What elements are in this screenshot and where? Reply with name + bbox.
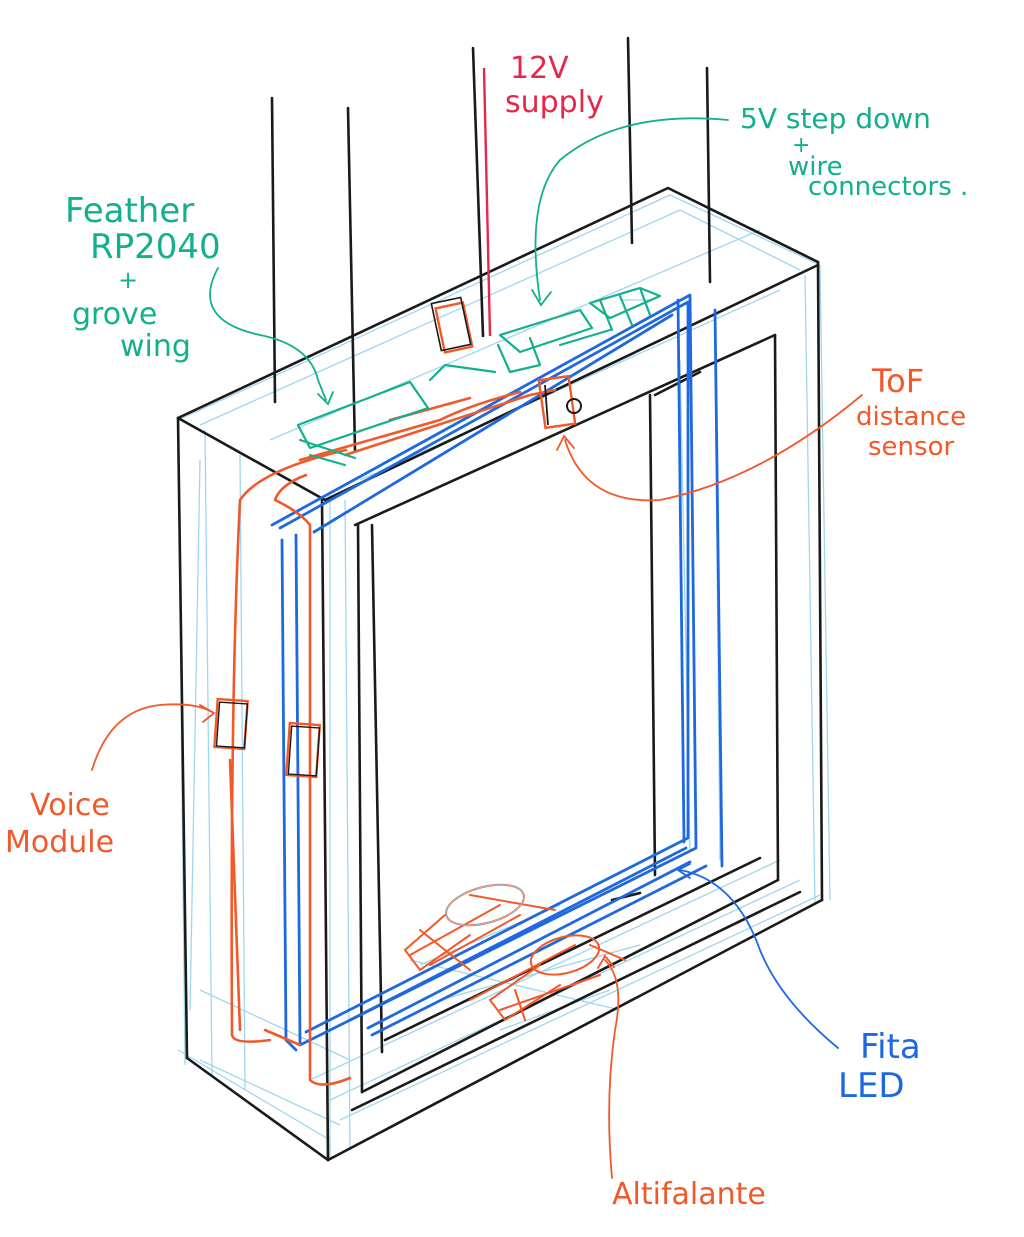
frame-outline xyxy=(176,36,824,1162)
svg-text:grove: grove xyxy=(72,297,157,332)
svg-text:+: + xyxy=(118,266,138,294)
svg-text:Module: Module xyxy=(5,825,114,860)
svg-text:wire: wire xyxy=(788,152,843,182)
small-box xyxy=(430,296,474,354)
svg-text:RP2040: RP2040 xyxy=(90,227,221,267)
label-altifalante: Altifalante xyxy=(612,1177,766,1212)
speaker-icon xyxy=(403,883,556,972)
supply-wire xyxy=(482,67,492,337)
label-voice: Voice Module xyxy=(5,788,114,860)
voice-module-left xyxy=(213,697,249,751)
svg-text:5V step down: 5V step down xyxy=(740,102,931,135)
svg-text:connectors .: connectors . xyxy=(808,172,968,202)
voice-module-right xyxy=(284,721,322,779)
label-tof: ToF distance sensor xyxy=(856,362,966,462)
svg-text:Fita: Fita xyxy=(860,1027,921,1067)
label-fita: Fita LED xyxy=(838,1027,921,1106)
fita-leader xyxy=(679,869,839,1049)
svg-text:12V: 12V xyxy=(510,51,569,86)
speaker-icon xyxy=(469,934,626,1022)
leader-arrows xyxy=(91,117,863,1179)
feather-board xyxy=(296,363,497,467)
label-supply: 12V supply xyxy=(505,51,604,120)
tof-leader xyxy=(564,394,863,502)
svg-text:supply: supply xyxy=(505,85,604,120)
svg-text:ToF: ToF xyxy=(871,362,924,400)
tof-sensor xyxy=(537,374,582,430)
svg-text:Feather: Feather xyxy=(65,191,194,231)
svg-text:Altifalante: Altifalante xyxy=(612,1177,766,1212)
svg-text:sensor: sensor xyxy=(868,432,954,462)
svg-text:Voice: Voice xyxy=(30,788,110,823)
orange-wiring xyxy=(228,388,557,1086)
led-strip xyxy=(270,293,724,1052)
stepdown-leader xyxy=(534,117,729,301)
label-feather: Feather RP2040 + grove wing xyxy=(65,191,221,364)
svg-text:+: + xyxy=(792,133,810,158)
svg-text:distance: distance xyxy=(856,402,966,432)
altifalante-leader xyxy=(604,959,620,1179)
label-stepdown: 5V step down + wire connectors . xyxy=(740,102,968,202)
voice-leader xyxy=(91,703,213,771)
stepdown-board xyxy=(496,286,662,374)
svg-text:wing: wing xyxy=(120,329,191,364)
feather-leader xyxy=(209,267,327,401)
svg-text:LED: LED xyxy=(838,1066,905,1106)
